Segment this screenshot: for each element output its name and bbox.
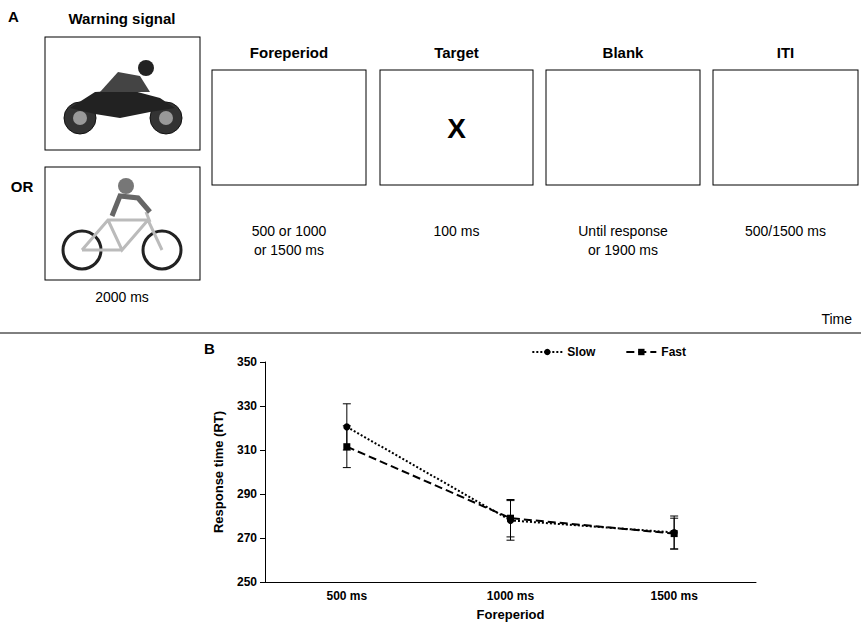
svg-text:Foreperiod: Foreperiod — [477, 607, 545, 622]
svg-text:500 or 1000: 500 or 1000 — [252, 223, 327, 239]
svg-text:X: X — [447, 113, 466, 144]
svg-text:Fast: Fast — [661, 345, 686, 359]
svg-text:1500 ms: 1500 ms — [650, 589, 698, 603]
svg-text:Response time (RT): Response time (RT) — [211, 411, 226, 533]
svg-text:Foreperiod: Foreperiod — [250, 44, 328, 61]
svg-text:270: 270 — [237, 531, 257, 545]
svg-text:2000 ms: 2000 ms — [95, 289, 149, 305]
svg-text:Target: Target — [434, 44, 479, 61]
svg-text:ITI: ITI — [777, 44, 795, 61]
svg-text:Slow: Slow — [567, 345, 596, 359]
svg-text:500 ms: 500 ms — [326, 589, 367, 603]
svg-text:350: 350 — [237, 355, 257, 369]
svg-text:310: 310 — [237, 443, 257, 457]
svg-text:Until response: Until response — [578, 223, 668, 239]
html-text:B: B — [204, 340, 215, 357]
svg-text:or 1900 ms: or 1900 ms — [588, 242, 658, 258]
svg-text:OR: OR — [11, 178, 34, 195]
svg-text:500/1500 ms: 500/1500 ms — [745, 223, 826, 239]
svg-text:330: 330 — [237, 399, 257, 413]
svg-text:or 1500 ms: or 1500 ms — [254, 242, 324, 258]
svg-text:250: 250 — [237, 575, 257, 589]
svg-text:Time: Time — [821, 311, 852, 327]
svg-text:Blank: Blank — [603, 44, 645, 61]
svg-text:A: A — [8, 8, 19, 25]
svg-text:100 ms: 100 ms — [434, 223, 480, 239]
svg-text:Warning signal: Warning signal — [69, 10, 176, 27]
svg-text:290: 290 — [237, 487, 257, 501]
svg-text:1000 ms: 1000 ms — [487, 589, 535, 603]
